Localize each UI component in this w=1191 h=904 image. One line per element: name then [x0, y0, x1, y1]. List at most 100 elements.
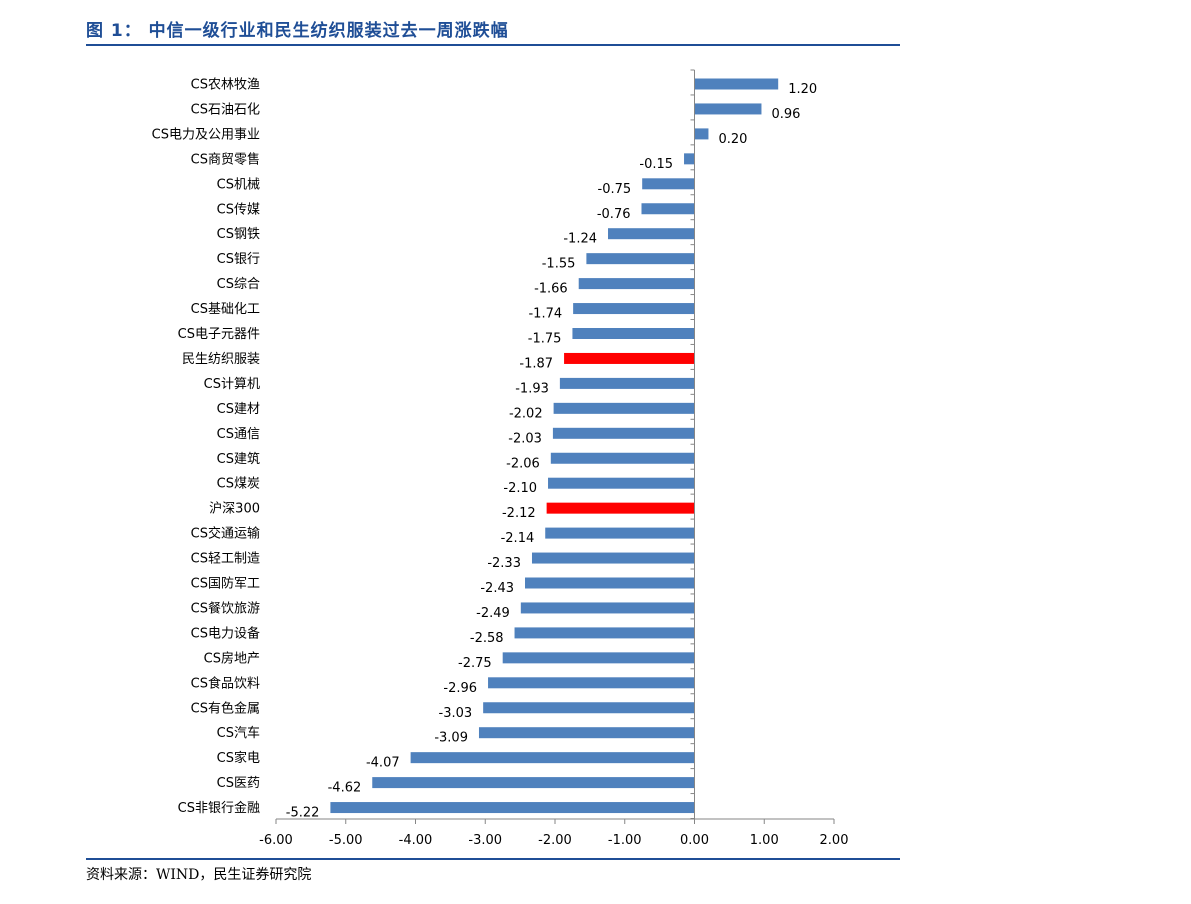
category-label-15: CS建筑	[217, 451, 260, 467]
category-label-2: CS电力及公用事业	[152, 127, 260, 142]
bar-28	[372, 777, 695, 789]
value-label-20: -2.43	[480, 581, 514, 596]
category-label-14: CS通信	[217, 427, 260, 442]
category-label-27: CS家电	[217, 750, 260, 766]
x-tick-label-7: 1.00	[750, 833, 779, 848]
category-label-16: CS煤炭	[217, 477, 260, 492]
value-label-16: -2.10	[503, 481, 537, 496]
axes-group: -6.00 -5.00 -4.00 -3.00 -2.00 -1.00 0.00 1.00 2.…	[259, 69, 849, 848]
bar-0	[694, 78, 779, 90]
value-label-14: -2.03	[508, 431, 542, 446]
bar-17	[546, 502, 695, 514]
category-label-26: CS汽车	[217, 725, 260, 741]
bar-10	[572, 328, 695, 339]
category-label-17: 沪深300	[209, 501, 260, 517]
bar-20	[525, 577, 695, 589]
value-labels-group: 1.20 0.96 0.20 -0.15 -0.75 -0.76-1.24 -1.55 -1.…	[286, 82, 817, 821]
bar-15	[550, 452, 695, 464]
bar-24	[488, 677, 695, 689]
category-label-24: CS食品饮料	[191, 675, 260, 691]
value-label-21: -2.49	[476, 606, 510, 621]
bar-19	[531, 552, 695, 564]
x-tick-label-3: -3.00	[468, 833, 502, 848]
value-label-1: 0.96	[771, 107, 800, 122]
value-label-29: -5.22	[286, 806, 320, 821]
value-label-7: -1.55	[542, 257, 576, 272]
bar-27	[410, 752, 695, 764]
x-tick-label-1: -5.00	[329, 833, 363, 848]
value-label-3: -0.15	[639, 157, 673, 172]
value-label-17: -2.12	[502, 506, 536, 521]
category-label-25: CS有色金属	[191, 700, 260, 716]
category-label-12: CS计算机	[204, 377, 260, 392]
bar-9	[573, 303, 695, 315]
value-label-8: -1.66	[534, 282, 568, 297]
x-tick-label-6: 0.00	[680, 833, 709, 848]
bar-22	[514, 627, 695, 639]
value-label-13: -2.02	[509, 406, 543, 421]
bar-12	[559, 377, 695, 389]
value-label-28: -4.62	[328, 781, 362, 796]
value-label-5: -0.76	[597, 207, 631, 222]
category-label-21: CS餐饮旅游	[191, 600, 260, 616]
value-label-19: -2.33	[487, 556, 521, 571]
bar-21	[520, 602, 695, 614]
bottom-rule	[86, 858, 900, 860]
bar-29	[330, 802, 695, 814]
category-label-19: CS轻工制造	[191, 552, 260, 567]
bar-13	[553, 402, 695, 414]
value-label-22: -2.58	[470, 631, 504, 646]
value-label-25: -3.03	[439, 706, 473, 721]
bar-8	[578, 278, 695, 290]
x-tick-label-4: -2.00	[538, 833, 572, 848]
bar-25	[483, 702, 695, 714]
bar-16	[548, 477, 695, 489]
value-label-10: -1.75	[528, 332, 562, 347]
category-label-5: CS传媒	[217, 202, 260, 217]
x-tick-label-2: -4.00	[399, 833, 433, 848]
value-label-6: -1.24	[563, 232, 597, 247]
category-label-28: CS医药	[217, 776, 260, 791]
bar-6	[608, 228, 695, 240]
value-label-23: -2.75	[458, 656, 492, 671]
bar-1	[694, 103, 762, 115]
category-label-10: CS电子元器件	[178, 327, 260, 342]
value-label-11: -1.87	[519, 356, 553, 371]
value-label-27: -4.07	[366, 756, 400, 771]
bars-group	[330, 78, 779, 814]
category-label-4: CS机械	[217, 177, 260, 192]
bar-2	[694, 128, 709, 140]
category-label-22: CS电力设备	[191, 625, 260, 641]
category-label-23: CS房地产	[204, 650, 260, 666]
category-label-11: 民生纺织服装	[182, 352, 260, 367]
value-label-2: 0.20	[718, 132, 747, 147]
category-label-7: CS银行	[217, 252, 260, 267]
figure-title: 图 1： 中信一级行业和民生纺织服装过去一周涨跌幅	[86, 21, 509, 41]
bar-4	[642, 178, 695, 190]
value-label-15: -2.06	[506, 456, 540, 471]
category-label-29: CS非银行金融	[178, 800, 260, 816]
x-tick-label-8: 2.00	[820, 833, 849, 848]
top-rule	[86, 44, 900, 46]
value-label-4: -0.75	[598, 182, 632, 197]
x-tick-label-5: -1.00	[608, 833, 642, 848]
value-label-0: 1.20	[788, 82, 817, 97]
value-label-18: -2.14	[501, 531, 535, 546]
category-label-20: CS国防军工	[191, 576, 260, 592]
bar-11	[564, 352, 695, 364]
value-label-26: -3.09	[434, 731, 468, 746]
category-labels-group: CS农林牧渔 CS石油石化 CS电力及公用事业 CS商贸零售 CS机械 CS传媒 CS钢铁 C…	[152, 78, 260, 817]
category-label-9: CS基础化工	[191, 302, 260, 317]
bar-5	[641, 203, 695, 215]
category-label-18: CS交通运输	[191, 526, 260, 542]
bar-18	[545, 527, 695, 539]
bar-23	[502, 652, 695, 664]
category-label-6: CS钢铁	[217, 227, 260, 242]
source-note: 资料来源：WIND，民生证券研究院	[86, 867, 312, 883]
bar-7	[586, 253, 695, 265]
bar-14	[552, 427, 695, 439]
bar-3	[684, 153, 695, 165]
value-label-9: -1.74	[528, 307, 562, 322]
category-label-3: CS商贸零售	[191, 151, 260, 167]
